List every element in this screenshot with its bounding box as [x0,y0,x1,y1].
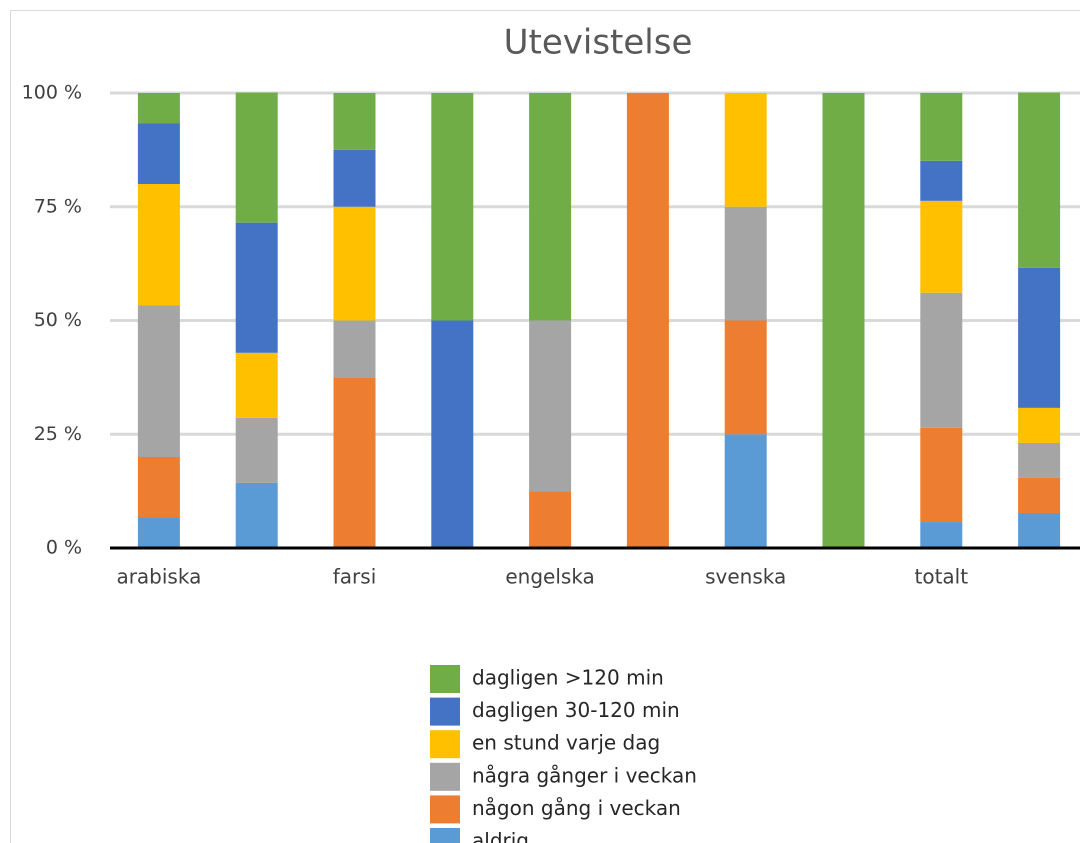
bar-segment [137,123,180,184]
legend-swatch [430,828,460,843]
bar-segment [920,93,963,161]
legend-swatch [430,665,460,693]
legend-label: dagligen 30-120 min [472,698,680,722]
bar-segment [1018,92,1061,268]
bar-segment [724,93,767,207]
bar-segment [137,305,180,457]
bar-segment [1018,407,1061,443]
bar-segment [333,377,376,548]
bar-segment [529,491,572,548]
bar-segment [333,149,376,207]
bar-segment [431,93,474,321]
chart-title: Utevistelse [504,23,693,63]
bar-segment [920,200,963,293]
bar-segment [431,320,474,548]
bar-segment [235,417,278,483]
y-tick-label: 25 % [34,423,82,445]
x-tick-label: arabiska [116,565,201,589]
bar-segment [333,206,376,321]
legend-label: aldrig [472,829,529,843]
y-tick-label: 50 % [34,309,82,331]
bar-segment [235,482,278,548]
bar-segment [137,93,180,124]
bar-segment [920,427,963,523]
legend-label: någon gång i veckan [472,796,681,820]
bar-segment [724,206,767,321]
x-tick-label: svenska [705,565,786,589]
legend-swatch [430,697,460,726]
y-tick-label: 100 % [22,82,82,104]
bar-segment [1018,267,1061,408]
bar-segment [235,222,278,353]
bar-segment [822,93,865,548]
bar-segment [920,160,963,201]
bar-segment [626,93,669,548]
legend-label: några gånger i veckan [472,763,697,787]
bar-segment [920,522,963,548]
bar-segment [137,517,180,548]
x-tick-label: engelska [505,565,594,589]
bar-segment [529,320,572,492]
legend-swatch [430,795,460,824]
bar-segment [333,320,376,378]
bar-segment [1018,442,1061,478]
legend-swatch [430,730,460,759]
y-tick-label: 75 % [34,195,82,217]
bar-segment [529,93,572,321]
x-tick-label: farsi [333,565,377,589]
bar-segment [137,457,180,518]
bar-segment [724,320,767,435]
y-tick-label: 0 % [46,537,82,559]
bar-segment [235,352,278,418]
bar-segment [1018,477,1061,513]
legend-swatch [430,762,460,791]
bar-segment [235,92,278,223]
legend-label: en stund varje dag [472,731,660,755]
bar-segment [333,93,376,150]
x-tick-label: totalt [915,565,969,589]
bar-segment [920,292,963,428]
bar-segment [137,184,180,306]
legend-label: dagligen >120 min [472,666,664,690]
bar-segment [724,434,767,548]
bar-segment [1018,512,1061,548]
